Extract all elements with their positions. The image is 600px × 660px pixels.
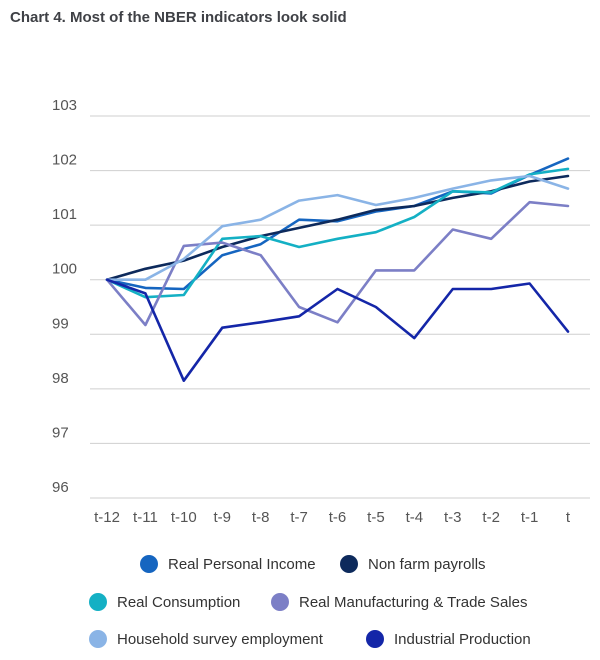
y-tick-label: 98	[52, 370, 69, 387]
legend-label: Non farm payrolls	[368, 556, 486, 573]
legend-label: Household survey employment	[117, 631, 324, 648]
x-tick-label: t-5	[367, 509, 385, 526]
y-tick-label: 97	[52, 424, 69, 441]
legend-label: Real Manufacturing & Trade Sales	[299, 594, 527, 611]
legend-label: Industrial Production	[394, 631, 531, 648]
y-tick-label: 101	[52, 206, 77, 223]
y-tick-label: 102	[52, 152, 77, 169]
legend-item: Household survey employment	[89, 630, 324, 648]
x-tick-label: t	[566, 509, 571, 526]
y-tick-label: 100	[52, 261, 77, 278]
legend: Real Personal Income Non farm payrolls Rea…	[89, 555, 531, 648]
legend-swatch	[89, 593, 107, 611]
legend-swatch	[271, 593, 289, 611]
legend-swatch	[340, 555, 358, 573]
x-tick-label: t-2	[482, 509, 500, 526]
x-tick-label: t-9	[213, 509, 231, 526]
legend-item: Real Consumption	[89, 593, 240, 611]
y-tick-label: 96	[52, 479, 69, 496]
series-line-0	[105, 157, 570, 291]
y-axis-tick-labels: 96 97 98 99 100 101 102 103	[52, 97, 77, 496]
x-tick-label: t-8	[252, 509, 270, 526]
x-tick-label: t-7	[290, 509, 308, 526]
legend-item: Real Personal Income	[140, 555, 316, 573]
legend-label: Real Personal Income	[168, 556, 316, 573]
legend-item: Non farm payrolls	[340, 555, 486, 573]
x-tick-label: t-12	[94, 509, 120, 526]
x-tick-label: t-4	[406, 509, 424, 526]
legend-swatch	[140, 555, 158, 573]
y-tick-label: 99	[52, 315, 69, 332]
series-line-2	[105, 167, 570, 299]
x-tick-label: t-11	[133, 509, 158, 526]
y-tick-label: 103	[52, 97, 77, 114]
x-tick-label: t-6	[329, 509, 347, 526]
series-lines	[105, 157, 570, 383]
x-tick-label: t-1	[521, 509, 539, 526]
x-tick-label: t-3	[444, 509, 462, 526]
x-axis-tick-labels: t-12 t-11 t-10 t-9 t-8 t-7 t-6 t-5 t-4 t-3 t-2 t-1 t	[94, 509, 571, 526]
series-line-3	[105, 200, 570, 327]
series-line-5	[105, 278, 570, 383]
legend-item: Industrial Production	[366, 630, 531, 648]
series-line-4	[105, 174, 570, 282]
x-tick-label: t-10	[171, 509, 197, 526]
legend-label: Real Consumption	[117, 594, 240, 611]
legend-swatch	[366, 630, 384, 648]
chart-title: Chart 4. Most of the NBER indicators loo…	[10, 9, 347, 26]
grid-lines	[90, 115, 590, 499]
legend-swatch	[89, 630, 107, 648]
legend-item: Real Manufacturing & Trade Sales	[271, 593, 527, 611]
